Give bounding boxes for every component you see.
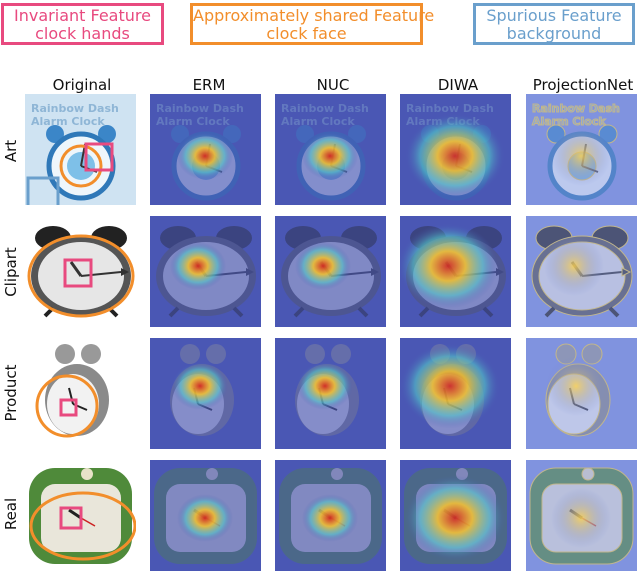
art-projectionnet-image: Rainbow Dash Alarm Clock <box>526 94 637 205</box>
product-diwa-image <box>400 338 511 449</box>
column-header-diwa: DIWA <box>437 76 479 94</box>
legend-approx-subtitle: clock face <box>266 24 347 43</box>
real-erm-image <box>150 460 261 571</box>
real-original-image <box>25 460 136 571</box>
legend-approx-title: Approximately shared Feature <box>193 6 435 25</box>
column-header-original: Original <box>52 76 112 94</box>
clipart-erm-image <box>150 216 261 327</box>
column-header-nuc: NUC <box>316 76 350 94</box>
svg-text:Rainbow Dash: Rainbow Dash <box>156 102 244 115</box>
real-projectionnet-image <box>526 460 637 571</box>
art-nuc-image: Rainbow Dash Alarm Clock <box>275 94 386 205</box>
product-projectionnet-image <box>526 338 637 449</box>
column-header-projectionnet: ProjectionNet <box>532 76 634 94</box>
legend-spurious-subtitle: background <box>506 24 602 43</box>
row-header-product: Product <box>2 364 20 422</box>
clipart-diwa-image <box>400 216 511 327</box>
svg-text:Rainbow Dash: Rainbow Dash <box>31 102 119 115</box>
product-original-image <box>25 338 136 449</box>
art-erm-image: Rainbow Dash Alarm Clock <box>150 94 261 205</box>
svg-text:Alarm Clock: Alarm Clock <box>31 115 105 128</box>
svg-text:Alarm Clock: Alarm Clock <box>532 115 606 128</box>
row-header-real: Real <box>2 497 20 531</box>
clipart-projectionnet-image <box>526 216 637 327</box>
legend-invariant-title: Invariant Feature <box>14 6 151 25</box>
svg-text:Alarm Clock: Alarm Clock <box>156 115 230 128</box>
legend-spurious-feature: Spurious Feature background <box>473 3 635 45</box>
legend-invariant-subtitle: clock hands <box>35 24 130 43</box>
art-original-image: Rainbow Dash Alarm Clock <box>25 94 136 205</box>
svg-text:Alarm Clock: Alarm Clock <box>281 115 355 128</box>
row-header-clipart: Clipart <box>2 247 20 297</box>
legend-approximately-shared-feature: Approximately shared Feature clock face <box>190 3 435 45</box>
product-erm-image <box>150 338 261 449</box>
svg-text:Rainbow Dash: Rainbow Dash <box>406 102 494 115</box>
product-nuc-image <box>275 338 386 449</box>
column-header-erm: ERM <box>192 76 226 94</box>
row-header-art: Art <box>2 139 20 163</box>
real-nuc-image <box>275 460 386 571</box>
svg-text:Rainbow Dash: Rainbow Dash <box>281 102 369 115</box>
legend-invariant-feature: Invariant Feature clock hands <box>1 3 164 45</box>
clipart-nuc-image <box>275 216 386 327</box>
legend-spurious-title: Spurious Feature <box>486 6 622 25</box>
real-diwa-image <box>400 460 511 571</box>
clipart-original-image <box>25 216 136 327</box>
art-diwa-image: Rainbow Dash Alarm Clock <box>400 94 511 205</box>
svg-text:Rainbow Dash: Rainbow Dash <box>532 102 620 115</box>
